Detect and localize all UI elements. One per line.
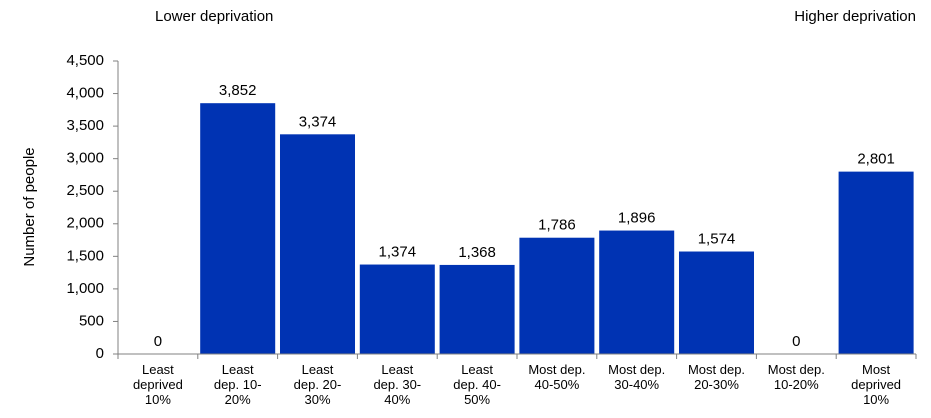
- x-tick-label-line: 20-30%: [694, 377, 739, 392]
- data-label: 1,368: [458, 244, 496, 261]
- x-tick-label: Most dep. 10-20%: [768, 362, 825, 392]
- x-tick-label-line: 30%: [304, 392, 330, 407]
- data-label: 1,374: [379, 244, 417, 261]
- x-tick-label-line: 10-20%: [774, 377, 819, 392]
- x-tick-label-line: Least: [142, 362, 174, 377]
- bar: [599, 230, 675, 354]
- y-tick-label: 4,500: [66, 52, 104, 69]
- y-tick-label: 500: [79, 312, 104, 329]
- data-label: 3,852: [219, 82, 257, 99]
- bar: [359, 264, 435, 354]
- bar: [519, 237, 595, 354]
- data-label: 3,374: [299, 113, 337, 130]
- x-tick-label-line: Most dep.: [768, 362, 825, 377]
- y-tick-label: 1,000: [66, 280, 104, 297]
- bar: [439, 264, 515, 354]
- x-tick-label-line: 40-50%: [534, 377, 579, 392]
- x-tick-label-line: 10%: [145, 392, 171, 407]
- lower-deprivation-label: Lower deprivation: [155, 8, 274, 25]
- data-label: 1,896: [618, 210, 656, 227]
- x-tick-label: Least deprived 10%: [133, 362, 183, 407]
- x-tick-label-line: 40%: [384, 392, 410, 407]
- bar: [678, 251, 755, 354]
- x-tick-label-line: Least: [381, 362, 413, 377]
- bars: 0 3,852 3,374 1,374 1,368 1,786 1,896 1,574 0 2,8…: [154, 82, 914, 354]
- x-tick-label-line: Most dep.: [688, 362, 745, 377]
- x-tick-label-line: Least: [222, 362, 254, 377]
- y-axis: 0 500 1,000 1,500 2,000 2,500 3,000 3,500 4,000 4…: [66, 52, 119, 362]
- data-label: 1,574: [698, 231, 736, 248]
- y-tick-label: 3,500: [66, 117, 104, 134]
- x-tick-label-line: dep. 20-: [294, 377, 342, 392]
- x-tick-label: Least dep. 30-40%: [373, 362, 421, 407]
- data-label: 1,786: [538, 217, 576, 234]
- x-tick-label-line: Most dep.: [608, 362, 665, 377]
- y-tick-label: 2,000: [66, 215, 104, 232]
- x-tick-label: Most deprived 10%: [851, 362, 901, 407]
- x-tick-label: Most dep. 30-40%: [608, 362, 665, 392]
- x-tick-label: Least dep. 20-30%: [294, 362, 342, 407]
- x-tick-label: Most dep. 20-30%: [688, 362, 745, 392]
- x-axis: Least deprived 10%Least dep. 10-20%Least dep…: [117, 353, 917, 407]
- x-tick-label-line: deprived: [851, 377, 901, 392]
- y-tick-label: 0: [96, 345, 104, 362]
- x-tick-label-line: 10%: [863, 392, 889, 407]
- x-tick-label-line: 30-40%: [614, 377, 659, 392]
- x-tick-label: Least dep. 10-20%: [214, 362, 262, 407]
- x-tick-label: Least dep. 40-50%: [453, 362, 501, 407]
- y-tick-label: 1,500: [66, 247, 104, 264]
- bar: [279, 134, 356, 354]
- x-tick-label-line: deprived: [133, 377, 183, 392]
- x-tick-label-line: 20%: [225, 392, 251, 407]
- x-tick-label-line: Most: [862, 362, 891, 377]
- y-tick-label: 4,000: [66, 85, 104, 102]
- data-label: 0: [154, 333, 162, 350]
- x-tick-label-line: dep. 40-: [453, 377, 501, 392]
- x-tick-label-line: Least: [302, 362, 334, 377]
- x-tick-label-line: dep. 10-: [214, 377, 262, 392]
- x-tick-label-line: Most dep.: [528, 362, 585, 377]
- x-tick-label: Most dep. 40-50%: [528, 362, 585, 392]
- bar: [200, 103, 276, 354]
- higher-deprivation-label: Higher deprivation: [794, 8, 916, 25]
- y-tick-label: 3,000: [66, 150, 104, 167]
- data-label: 2,801: [857, 151, 895, 168]
- y-axis-title: Number of people: [21, 147, 38, 266]
- bar: [838, 171, 914, 354]
- y-tick-label: 2,500: [66, 182, 104, 199]
- x-tick-label-line: dep. 30-: [373, 377, 421, 392]
- x-tick-label-line: Least: [461, 362, 493, 377]
- data-label: 0: [792, 333, 800, 350]
- x-tick-label-line: 50%: [464, 392, 490, 407]
